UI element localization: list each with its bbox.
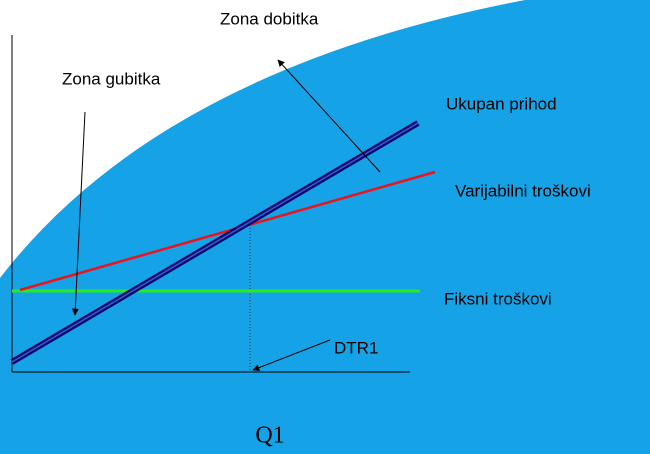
label: Varijabilni troškovi (455, 181, 591, 200)
label: Ukupan prihod (446, 94, 557, 113)
page: Zona dobitka Zona gubitka Ukupan prihod … (0, 0, 650, 454)
diagram: Zona dobitka Zona gubitka Ukupan prihod … (0, 0, 650, 454)
label: Zona gubitka (62, 69, 161, 88)
label: Q1 (255, 423, 284, 449)
label: Zona dobitka (220, 9, 319, 28)
label: Fiksni troškovi (444, 289, 552, 308)
label: DTR1 (334, 338, 378, 357)
